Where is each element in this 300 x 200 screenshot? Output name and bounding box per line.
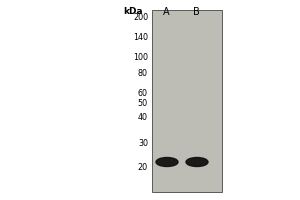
Text: 60: 60 bbox=[138, 88, 148, 98]
Text: 30: 30 bbox=[138, 138, 148, 148]
Text: 50: 50 bbox=[138, 98, 148, 108]
Ellipse shape bbox=[186, 158, 208, 166]
Text: kDa: kDa bbox=[123, 7, 143, 16]
Text: 100: 100 bbox=[133, 53, 148, 62]
Bar bbox=[152, 10, 222, 192]
Text: 140: 140 bbox=[133, 33, 148, 43]
Text: 20: 20 bbox=[138, 164, 148, 172]
Text: 40: 40 bbox=[138, 114, 148, 122]
Text: A: A bbox=[163, 7, 169, 17]
Ellipse shape bbox=[156, 158, 178, 166]
Text: 200: 200 bbox=[133, 14, 148, 22]
Text: B: B bbox=[193, 7, 200, 17]
Text: 80: 80 bbox=[138, 68, 148, 77]
